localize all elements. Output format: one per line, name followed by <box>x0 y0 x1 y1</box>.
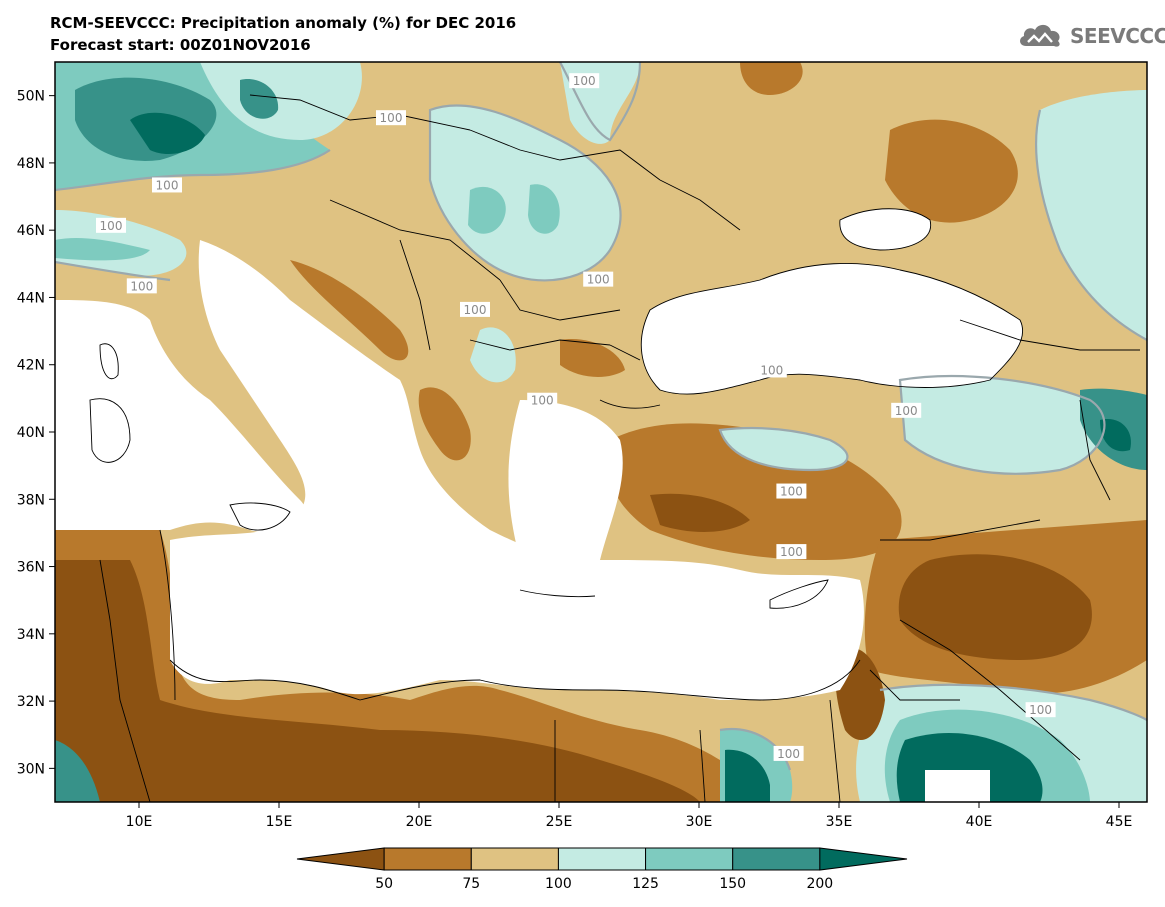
lat-tick-label: 40N <box>17 425 45 441</box>
field-very-dry <box>55 560 700 802</box>
lon-tick-label: 10E <box>126 814 153 830</box>
contour-label-bg <box>776 483 807 499</box>
contour-label: 100 <box>587 273 610 287</box>
field-slightly-wet <box>470 327 516 383</box>
lon-tick-label: 35E <box>826 814 853 830</box>
contour-label: 100 <box>780 485 803 499</box>
forecast-start-label: Forecast start: 00Z01NOV2016 <box>50 36 311 54</box>
contour-labels: 100 100 100 100 100 100 100 100 100 100 100 100 100 1… <box>96 73 1056 761</box>
contour-label: 100 <box>1029 703 1052 717</box>
contour-label-bg <box>891 402 922 418</box>
field-dry <box>560 339 625 377</box>
contour-label: 100 <box>464 303 487 317</box>
latitude-axis: 30N 32N 34N 36N 38N 40N 42N 44N 46N 48N 50N <box>17 89 55 777</box>
contour-label: 100 <box>130 279 153 293</box>
contour-label-bg <box>569 73 600 89</box>
field-extremely-wet <box>130 112 205 155</box>
coastlines <box>89 208 1024 701</box>
contour-label: 100 <box>573 74 596 88</box>
colorbar-tick-label: 50 <box>375 876 393 892</box>
sea-tyrrhenian-adriatic <box>170 240 864 700</box>
lon-tick-label: 15E <box>266 814 293 830</box>
field-very-wet <box>240 79 279 119</box>
map-title: RCM-SEEVCCC: Precipitation anomaly (%) f… <box>50 14 517 32</box>
contour-label: 100 <box>760 363 783 377</box>
logo-text: SEEVCCC <box>1070 24 1165 48</box>
sea-azov <box>839 208 931 250</box>
colorbar-swatch <box>645 847 734 871</box>
colorbar-swatch <box>296 847 385 871</box>
anomaly-field <box>55 62 1147 802</box>
contour-label-bg <box>527 392 558 408</box>
colorbar-tick-label: 75 <box>462 876 480 892</box>
lat-tick-label: 42N <box>17 358 45 374</box>
contour-lines <box>55 62 1147 771</box>
lat-tick-label: 46N <box>17 223 45 239</box>
contour-label: 100 <box>531 394 554 408</box>
field-dry <box>290 260 409 361</box>
field-very-wet <box>55 740 100 802</box>
field-dry <box>885 119 1018 223</box>
contour-label-bg <box>756 362 787 378</box>
lon-tick-label: 20E <box>406 814 433 830</box>
lat-tick-label: 48N <box>17 156 45 172</box>
longitude-axis: 10E 15E 20E 25E 30E 35E 40E 45E <box>126 802 1133 830</box>
colorbar-swatch <box>557 847 647 871</box>
sea-black <box>641 263 1023 395</box>
field-dry <box>418 387 471 461</box>
lat-tick-label: 30N <box>17 761 45 777</box>
no-data-patches <box>925 770 990 802</box>
contour-label-bg <box>776 544 807 560</box>
field-slightly-wet <box>1036 90 1147 340</box>
contour-label-bg <box>583 271 614 287</box>
field-wet <box>528 184 560 234</box>
lon-tick-label: 30E <box>686 814 713 830</box>
lat-tick-label: 36N <box>17 560 45 576</box>
lon-tick-label: 40E <box>966 814 993 830</box>
field-wet <box>55 238 150 261</box>
country-borders <box>99 94 1140 802</box>
contour-label-bg <box>126 278 157 294</box>
contour-label: 100 <box>777 747 800 761</box>
contour-label: 100 <box>895 404 918 418</box>
field-dry <box>740 62 803 95</box>
lat-tick-label: 44N <box>17 290 45 306</box>
field-slightly-wet <box>900 376 1105 474</box>
seevccc-logo: SEEVCCC <box>1016 20 1165 52</box>
field-extremely-wet <box>725 749 770 802</box>
contour-label: 100 <box>100 219 123 233</box>
lat-tick-label: 50N <box>17 89 45 105</box>
contour-label-bg <box>96 217 126 233</box>
colorbar-swatch <box>819 847 908 871</box>
contour-label-bg <box>1025 702 1056 718</box>
contour-label: 100 <box>156 178 179 192</box>
contour-label-bg <box>376 110 406 126</box>
lat-tick-label: 32N <box>17 694 45 710</box>
colorbar-swatch <box>383 847 472 871</box>
lon-tick-label: 25E <box>546 814 573 830</box>
field-very-dry <box>650 493 750 532</box>
contour-label-bg <box>773 745 804 761</box>
field-very-dry <box>898 554 1092 660</box>
field-slightly-wet <box>430 105 621 281</box>
colorbar-tick-label: 100 <box>545 876 572 892</box>
colorbar-swatch <box>470 847 559 871</box>
contour-label: 100 <box>780 545 803 559</box>
colorbar-tick-label: 150 <box>719 876 746 892</box>
contour-label: 100 <box>380 111 403 125</box>
lon-tick-label: 45E <box>1106 814 1133 830</box>
lat-tick-label: 34N <box>17 627 45 643</box>
colorbar-swatch <box>732 847 821 871</box>
field-extremely-wet <box>1100 419 1131 452</box>
sea-aegean <box>508 400 623 560</box>
contour-label-bg <box>460 301 490 317</box>
contour-label-bg <box>152 177 182 193</box>
lat-tick-label: 38N <box>17 492 45 508</box>
field-wet <box>468 186 506 234</box>
colorbar: 50 75 100 125 150 200 <box>296 847 908 892</box>
colorbar-tick-label: 125 <box>632 876 659 892</box>
colorbar-tick-label: 200 <box>806 876 833 892</box>
cloud-icon <box>1020 24 1060 47</box>
